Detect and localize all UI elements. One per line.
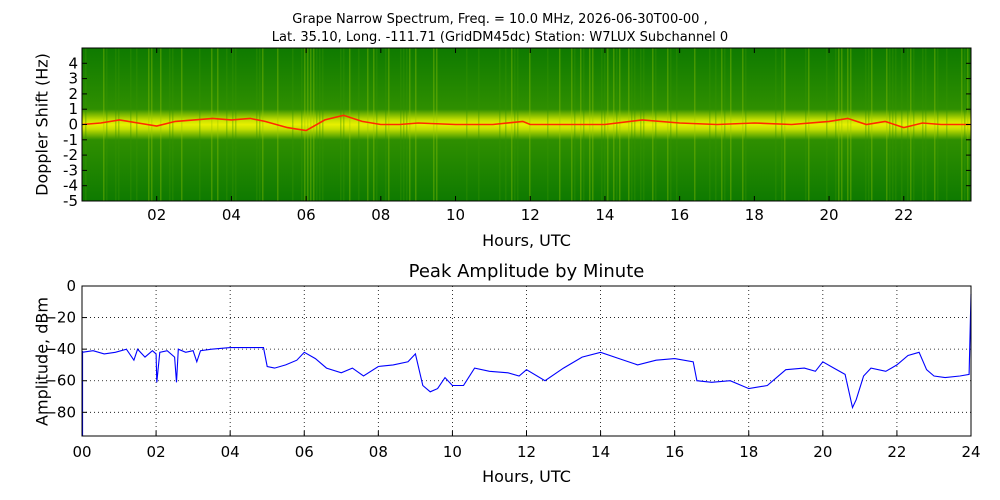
amplitude-x-tick-label: 16: [665, 443, 684, 461]
amplitude-x-tick-label: 20: [813, 443, 832, 461]
amplitude-x-tick-label: 04: [221, 443, 240, 461]
spectrogram-y-tick-label: -1: [63, 131, 78, 149]
spectrogram-y-tick-label: 2: [68, 85, 78, 103]
amplitude-x-tick-label: 18: [739, 443, 758, 461]
spectrogram-x-tick-label: 14: [595, 206, 614, 224]
amplitude-x-tick-label: 02: [147, 443, 166, 461]
spectrogram-x-tick-label: 16: [670, 206, 689, 224]
amplitude-plot-area: [82, 286, 971, 436]
amplitude-y-tick-label: −20: [44, 309, 76, 327]
amplitude-x-tick-label: 22: [887, 443, 906, 461]
amplitude-x-tick-label: 12: [517, 443, 536, 461]
spectrogram-x-tick-label: 18: [745, 206, 764, 224]
amplitude-line-chart: 00 02 04 06 08 10 12 14 16 18 20 22 24 0 −20 −40 −60 −80: [44, 277, 980, 461]
figure-title-line1: Grape Narrow Spectrum, Freq. = 10.0 MHz,…: [292, 12, 708, 27]
amplitude-x-tick-label: 00: [72, 443, 91, 461]
amplitude-y-tick-label: 0: [66, 277, 76, 295]
amplitude-y-tick-label: −60: [44, 372, 76, 390]
amplitude-x-axis-label: Hours, UTC: [482, 467, 571, 486]
doppler-peak-trace: [81, 114, 971, 132]
spectrogram-x-tick-label: 04: [222, 206, 241, 224]
spectrogram-y-tick-label: -3: [63, 161, 78, 179]
spectrogram-x-tick-label: 12: [521, 206, 540, 224]
spectrogram-y-tick-label: 3: [68, 70, 78, 88]
spectrogram-background: [82, 48, 971, 201]
figure-title-line2: Lat. 35.10, Long. -111.71 (GridDM45dc) S…: [271, 30, 729, 45]
spectrogram-y-tick-label: -2: [63, 146, 78, 164]
spectrogram-x-axis-label: Hours, UTC: [482, 231, 571, 250]
spectrogram-x-tick-label: 10: [446, 206, 465, 224]
amplitude-series-line: [81, 293, 972, 410]
spectrogram-x-tick-label: 02: [147, 206, 166, 224]
spectrogram-y-tick-label: 4: [68, 54, 78, 72]
spectrogram-x-tick-label: 22: [894, 206, 913, 224]
spectrogram-y-tick-label: 0: [68, 116, 78, 134]
amplitude-x-tick-label: 06: [295, 443, 314, 461]
spectrogram-y-tick-label: -4: [63, 177, 78, 195]
amplitude-chart-title: Peak Amplitude by Minute: [408, 261, 645, 282]
spectrogram-x-tick-label: 08: [371, 206, 390, 224]
amplitude-y-tick-label: −80: [44, 403, 76, 421]
amplitude-y-axis-label: Amplitude, dBm: [32, 297, 52, 426]
spectrogram-y-tick-label: 1: [68, 100, 78, 118]
amplitude-y-tick-label: −40: [44, 340, 76, 358]
amplitude-x-tick-label: 10: [443, 443, 462, 461]
amplitude-x-tick-label: 24: [961, 443, 980, 461]
amplitude-x-tick-label: 08: [369, 443, 388, 461]
spectrogram-y-tick-label: -5: [63, 192, 78, 210]
spectrogram-x-tick-label: 20: [820, 206, 839, 224]
spectrogram-y-axis-label: Doppler Shift (Hz): [32, 53, 52, 196]
spectrogram-x-tick-label: 06: [297, 206, 316, 224]
amplitude-x-tick-label: 14: [591, 443, 610, 461]
